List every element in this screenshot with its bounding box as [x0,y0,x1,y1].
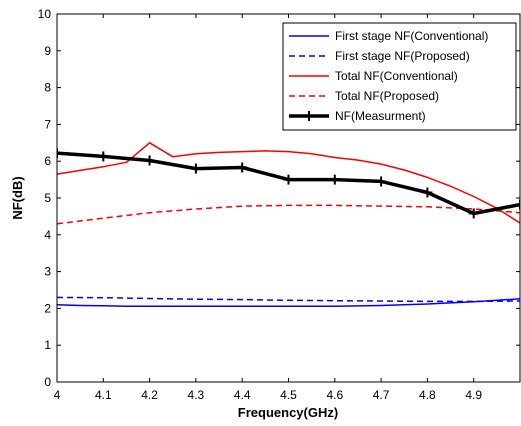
y-tick-label: 2 [44,301,51,315]
legend-label: First stage NF(Proposed) [335,49,470,63]
y-tick-label: 3 [44,265,51,279]
y-tick-label: 1 [44,338,51,352]
legend-label: NF(Measurment) [335,109,426,123]
measurement-point [57,148,62,159]
measurement-point [283,174,294,185]
measurement-point [144,155,155,166]
measurement-point [190,163,201,174]
measurement-point [329,174,340,185]
x-tick-label: 4.2 [141,388,158,402]
y-tick-label: 7 [44,117,51,131]
ticks-layer: 4 4.1 4.2 4.3 4.4 4.5 4.6 4.7 4.8 4.9 0 1 2 3 4 5 6 7 8 9 10 [38,7,520,402]
x-tick-label: 4.9 [465,388,482,402]
measurement-point [237,162,248,173]
y-tick-label: 4 [44,228,51,242]
legend-entry: First stage NF(Proposed) [289,49,470,63]
legend-entry: First stage NF(Conventional) [289,29,488,43]
y-tick-label: 6 [44,154,51,168]
y-tick-label: 5 [44,191,51,205]
legend: First stage NF(Conventional) First stage … [282,22,517,131]
y-tick-label: 0 [44,375,51,389]
x-tick-label: 4.4 [234,388,251,402]
measurement-point [422,187,433,198]
legend-entry: NF(Measurment) [289,109,426,123]
series-line-0 [57,298,520,307]
measurement-point [468,208,479,219]
x-tick-label: 4.3 [188,388,205,402]
series-layer [57,142,520,307]
y-axis-title: NF(dB) [10,176,25,219]
x-tick-label: 4.7 [373,388,390,402]
series-line-3 [57,204,520,225]
series-line-1 [57,296,520,303]
legend-label: Total NF(Proposed) [335,89,439,103]
x-tick-label: 4.5 [280,388,297,402]
x-axis-title: Frequency(GHz) [238,405,338,420]
legend-entry: Total NF(Conventional) [289,69,458,83]
x-tick-label: 4.1 [95,388,112,402]
y-tick-label: 8 [44,81,51,95]
x-tick-label: 4 [54,388,61,402]
y-tick-label: 9 [44,44,51,58]
plot-area [57,142,520,307]
measurement-point [515,199,520,210]
x-tick-label: 4.6 [326,388,343,402]
measurement-point [376,176,387,187]
series-line-2 [57,142,520,224]
y-tick-label: 10 [38,7,52,21]
legend-entry: Total NF(Proposed) [289,89,439,103]
legend-label: Total NF(Conventional) [335,69,458,83]
legend-label: First stage NF(Conventional) [335,29,488,43]
x-tick-label: 4.8 [419,388,436,402]
plot-frame [56,13,521,383]
measurement-point [98,151,109,162]
